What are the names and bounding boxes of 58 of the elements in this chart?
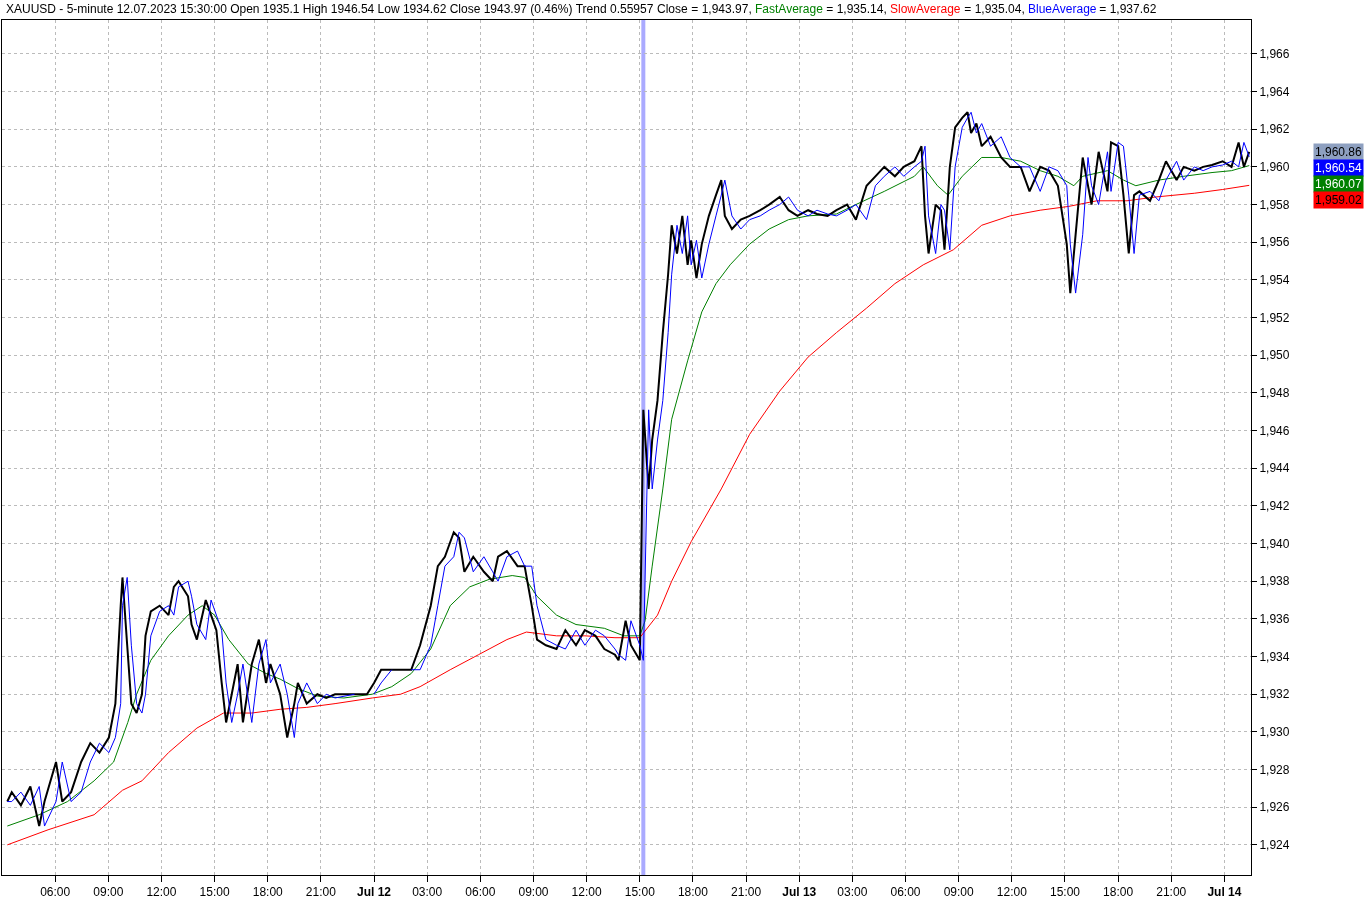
x-tick-label: Jul 13	[782, 885, 817, 900]
y-tick-label: 1,948	[1259, 386, 1290, 401]
text: 1,960.07	[1315, 177, 1363, 191]
x-tick-label: 18:00	[677, 885, 709, 900]
y-tick-label: 1,944	[1259, 461, 1290, 476]
x-tick-label: 09:00	[518, 885, 549, 900]
x-tick-label: 09:00	[93, 885, 124, 900]
y-tick-label: 1,936	[1259, 612, 1290, 627]
text: FastAverage	[755, 2, 824, 16]
y-tick-label: 1,950	[1259, 348, 1290, 363]
y-tick-label: 1,942	[1259, 499, 1290, 514]
x-tick-label: 03:00	[412, 885, 443, 900]
y-tick-label: 1,930	[1259, 725, 1290, 740]
text: SlowAverage	[890, 2, 961, 16]
x-tick-label: 09:00	[943, 885, 975, 900]
y-tick-label: 1,946	[1259, 423, 1290, 438]
y-tick-label: 1,940	[1259, 536, 1290, 551]
text: BlueAverage	[1028, 2, 1097, 16]
y-tick-label: 1,932	[1259, 687, 1290, 702]
y-tick-label: 1,938	[1259, 574, 1290, 589]
text: = 1,937.62	[1096, 2, 1160, 16]
x-tick-label: 15:00	[624, 885, 656, 900]
x-tick-label: Jul 14	[1207, 885, 1242, 900]
text: 1,959.02	[1315, 193, 1363, 207]
y-tick-label: 1,956	[1259, 235, 1290, 250]
x-tick-label: 15:00	[1049, 885, 1081, 900]
y-tick-label: 1,964	[1259, 84, 1290, 99]
x-tick-label: 06:00	[465, 885, 496, 900]
y-tick-label: 1,934	[1259, 649, 1290, 664]
y-tick-label: 1,924	[1259, 838, 1290, 853]
y-tick-label: 1,954	[1259, 273, 1290, 288]
x-tick-label: 15:00	[199, 885, 230, 900]
x-tick-label: 21:00	[305, 885, 337, 900]
text: = 1,943.97,	[688, 2, 756, 16]
x-tick-label: 18:00	[252, 885, 284, 900]
y-tick-label: 1,926	[1259, 800, 1290, 815]
x-tick-label: 12:00	[571, 885, 602, 900]
y-tick-label: 1,928	[1259, 762, 1290, 777]
y-tick-label: 1,952	[1259, 310, 1290, 325]
text: 1,960.54	[1315, 161, 1363, 175]
y-tick-label: 1,966	[1259, 47, 1290, 62]
text: = 1,935.04,	[961, 2, 1029, 16]
x-tick-label: 06:00	[40, 885, 71, 900]
y-tick-label: 1,960	[1259, 160, 1290, 175]
x-tick-label: 03:00	[837, 885, 868, 900]
x-tick-label: 21:00	[731, 885, 762, 900]
x-tick-label: Jul 12	[357, 885, 392, 900]
x-tick-label: 12:00	[996, 885, 1028, 900]
x-tick-label: 18:00	[1103, 885, 1134, 900]
text: 1,960.86	[1315, 145, 1363, 159]
y-tick-label: 1,958	[1259, 197, 1290, 212]
text: Close	[657, 2, 689, 16]
chart-title: XAUUSD - 5-minute 12.07.2023 15:30:00 Open 1935.1 High 1946.54 Low 1934.62 Close 1943.97 (0.46%) Trend 0.55957	[6, 2, 657, 16]
y-tick-label: 1,962	[1259, 122, 1290, 137]
x-tick-label: 06:00	[890, 885, 921, 900]
text: = 1,935.14,	[823, 2, 891, 16]
x-tick-label: 21:00	[1156, 885, 1187, 900]
x-tick-label: 12:00	[146, 885, 177, 900]
